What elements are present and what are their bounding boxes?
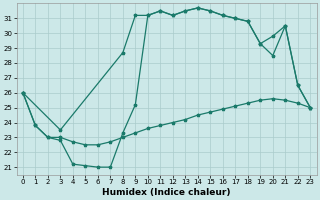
X-axis label: Humidex (Indice chaleur): Humidex (Indice chaleur) xyxy=(102,188,231,197)
